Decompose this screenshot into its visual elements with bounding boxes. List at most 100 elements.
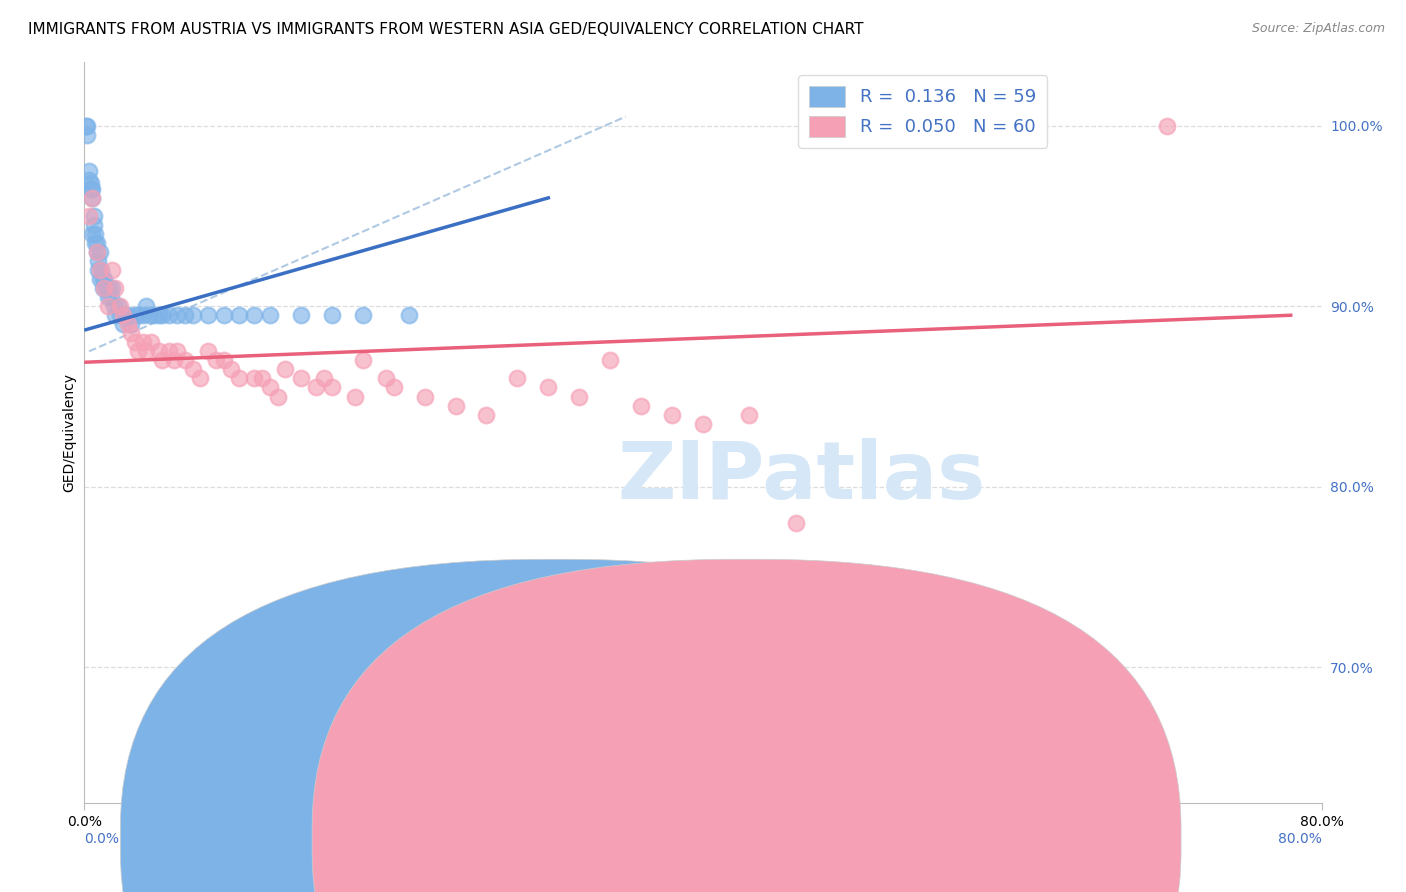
Text: 0.0%: 0.0%: [84, 832, 120, 847]
Text: ZIPatlas: ZIPatlas: [617, 438, 986, 516]
Point: [132, 335, 155, 350]
Point: [267, 390, 290, 404]
Point: [86, 245, 108, 260]
Point: [120, 326, 142, 341]
Point: [197, 308, 219, 322]
Point: [127, 308, 149, 322]
Text: Immigrants from Western Asia: Immigrants from Western Asia: [766, 832, 977, 847]
Point: [82, 191, 104, 205]
Point: [93, 272, 115, 286]
Point: [104, 281, 127, 295]
Point: [138, 308, 160, 322]
Point: [77, 163, 100, 178]
Point: [83, 209, 105, 223]
Point: [143, 308, 166, 322]
Point: [82, 182, 104, 196]
Point: [84, 227, 107, 241]
Point: [205, 353, 228, 368]
Point: [75, 119, 97, 133]
Point: [312, 371, 335, 385]
Point: [181, 308, 204, 322]
Point: [94, 281, 117, 295]
Point: [197, 344, 219, 359]
Point: [103, 299, 125, 313]
Point: [343, 390, 366, 404]
Point: [79, 182, 101, 196]
Point: [475, 408, 498, 422]
Text: IMMIGRANTS FROM AUSTRIA VS IMMIGRANTS FROM WESTERN ASIA GED/EQUIVALENCY CORRELAT: IMMIGRANTS FROM AUSTRIA VS IMMIGRANTS FR…: [28, 22, 863, 37]
Point: [96, 290, 118, 304]
Point: [321, 380, 343, 394]
Point: [86, 235, 108, 250]
Point: [89, 263, 111, 277]
Point: [630, 399, 652, 413]
Point: [506, 371, 529, 385]
Point: [228, 371, 250, 385]
Point: [112, 318, 135, 332]
Legend: R =  0.136   N = 59, R =  0.050   N = 60: R = 0.136 N = 59, R = 0.050 N = 60: [799, 75, 1046, 147]
Point: [79, 177, 101, 191]
Point: [124, 308, 146, 322]
Point: [174, 353, 197, 368]
Point: [1156, 119, 1178, 133]
Text: Immigrants from Austria: Immigrants from Austria: [575, 832, 744, 847]
Point: [117, 318, 139, 332]
Point: [692, 417, 714, 431]
Point: [181, 362, 204, 376]
Point: [274, 362, 297, 376]
Point: [104, 308, 127, 322]
Point: [970, 660, 993, 674]
Point: [87, 263, 110, 277]
Point: [321, 308, 343, 322]
Point: [661, 408, 683, 422]
Point: [305, 380, 328, 394]
Point: [374, 371, 398, 385]
Point: [127, 344, 149, 359]
Point: [413, 390, 436, 404]
Point: [174, 308, 197, 322]
Point: [846, 606, 869, 620]
Point: [77, 209, 100, 223]
Point: [89, 272, 111, 286]
Point: [82, 227, 104, 241]
Point: [382, 380, 405, 394]
Point: [120, 318, 142, 332]
Point: [159, 344, 180, 359]
Point: [398, 308, 420, 322]
Point: [76, 128, 98, 142]
Point: [90, 263, 112, 277]
Point: [100, 290, 122, 304]
Point: [785, 516, 807, 530]
Point: [86, 245, 108, 260]
Point: [148, 344, 170, 359]
Point: [243, 308, 266, 322]
Point: [259, 308, 281, 322]
Y-axis label: GED/Equivalency: GED/Equivalency: [62, 373, 76, 492]
Point: [108, 308, 131, 322]
Point: [159, 308, 180, 322]
Point: [77, 173, 100, 187]
Point: [98, 281, 121, 295]
Point: [101, 263, 124, 277]
Point: [101, 281, 124, 295]
Point: [250, 371, 273, 385]
Point: [738, 408, 761, 422]
Point: [352, 353, 374, 368]
Point: [124, 335, 146, 350]
Point: [166, 308, 188, 322]
Point: [76, 119, 98, 133]
Point: [290, 308, 312, 322]
Point: [107, 299, 129, 313]
Point: [166, 344, 188, 359]
Point: [908, 624, 931, 639]
Text: Source: ZipAtlas.com: Source: ZipAtlas.com: [1251, 22, 1385, 36]
Point: [444, 399, 467, 413]
Point: [228, 308, 250, 322]
Point: [82, 191, 104, 205]
Point: [1063, 697, 1085, 711]
Point: [112, 308, 135, 322]
Point: [219, 362, 242, 376]
Point: [89, 245, 111, 260]
Point: [163, 353, 186, 368]
Point: [148, 308, 170, 322]
